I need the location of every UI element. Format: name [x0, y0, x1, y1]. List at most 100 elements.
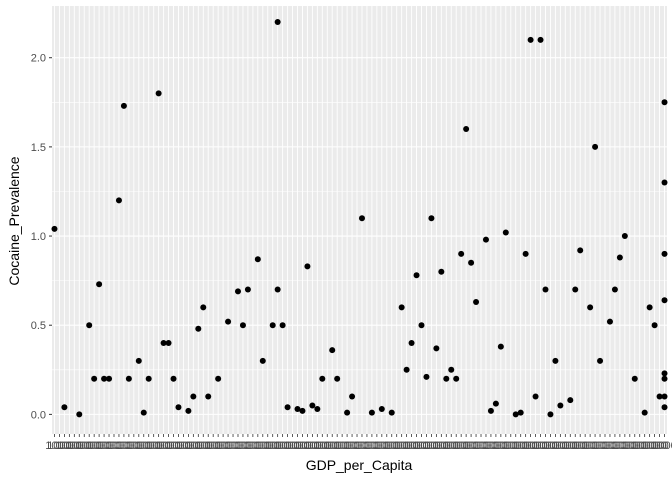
x-tick-label: 1000: [464, 440, 488, 452]
major-x-gridlines: [54, 6, 665, 434]
data-point: [125, 375, 132, 382]
x-tick-label: 100: [224, 440, 242, 452]
data-point: [463, 126, 470, 133]
x-tick-label: 100: [194, 440, 212, 452]
data-point: [106, 375, 113, 382]
data-point: [502, 229, 509, 236]
x-tick-label: 100: [85, 440, 103, 452]
x-tick-label: 1000: [623, 440, 647, 452]
data-point: [512, 411, 519, 418]
data-point: [433, 345, 440, 352]
data-point: [418, 322, 425, 329]
x-tick-label: 100: [234, 440, 252, 452]
x-tick-label: 1000: [47, 440, 71, 452]
data-point: [165, 340, 172, 347]
data-point: [473, 299, 480, 306]
data-point: [661, 179, 668, 186]
data-point: [319, 375, 326, 382]
x-tick-label: 1000: [117, 440, 141, 452]
x-tick-label: 1000: [513, 440, 537, 452]
x-tick-label: 100: [174, 440, 192, 452]
data-point: [304, 263, 311, 270]
data-point: [408, 340, 415, 347]
x-tick-label: 1000: [573, 440, 597, 452]
data-point: [190, 393, 197, 400]
x-tick-label: 1000: [256, 440, 280, 452]
x-tick-label: 1000: [216, 440, 240, 452]
x-tick-label: 1000: [523, 440, 547, 452]
data-point: [299, 407, 306, 414]
x-tick-label: 100: [591, 440, 609, 452]
data-point: [334, 375, 341, 382]
data-point: [611, 286, 618, 293]
x-tick-label: 100: [392, 440, 410, 452]
data-point: [145, 375, 152, 382]
data-point: [641, 409, 648, 416]
x-tick-label: 1000: [553, 440, 577, 452]
data-point: [567, 397, 574, 404]
data-point: [631, 375, 638, 382]
data-point: [155, 90, 162, 97]
data-point: [185, 407, 192, 414]
x-tick-label: 1000: [295, 440, 319, 452]
data-point: [606, 318, 613, 325]
data-point: [532, 393, 539, 400]
x-tick-label: 1000: [196, 440, 220, 452]
data-point: [259, 357, 266, 364]
x-tick-label: 100: [561, 440, 579, 452]
x-tick-label: 1000: [97, 440, 121, 452]
data-point: [592, 143, 599, 150]
x-tick-label: 1000: [444, 440, 468, 452]
data-point: [329, 347, 336, 354]
data-point: [577, 247, 584, 254]
x-tick-label: 1000: [236, 440, 260, 452]
data-point: [284, 404, 291, 411]
data-point: [487, 407, 494, 414]
data-point: [234, 288, 241, 295]
x-tick-label: 100: [541, 440, 559, 452]
x-tick-label: 100: [482, 440, 500, 452]
x-tick-label: 100: [383, 440, 401, 452]
x-tick-label: 100: [363, 440, 381, 452]
x-tick-label: 100: [95, 440, 113, 452]
x-tick-label: 100: [640, 440, 658, 452]
x-tick-label: 1000: [226, 440, 250, 452]
data-point: [557, 402, 564, 409]
x-tick-label: 100: [551, 440, 569, 452]
data-point: [403, 366, 410, 373]
x-tick-label: 100: [412, 440, 430, 452]
plot-panel: [52, 6, 667, 434]
data-point: [616, 254, 623, 261]
data-point: [621, 233, 628, 240]
data-point: [423, 373, 430, 380]
data-point: [497, 343, 504, 350]
data-point: [661, 297, 668, 304]
x-tick-label: 100: [333, 440, 351, 452]
data-point: [314, 406, 321, 413]
data-point: [205, 393, 212, 400]
data-points: [51, 19, 668, 418]
x-tick-label: 100: [293, 440, 311, 452]
data-point: [244, 286, 251, 293]
data-point: [661, 393, 668, 400]
x-tick-label: 100: [650, 440, 668, 452]
x-tick-label: 1000: [384, 440, 408, 452]
x-tick-label: 100: [75, 440, 93, 452]
x-tick-label: 100: [144, 440, 162, 452]
x-tick-label: 100: [204, 440, 222, 452]
x-tick-label: 1000: [652, 440, 672, 452]
x-tick-label: 1000: [166, 440, 190, 452]
x-tick-label: 100: [442, 440, 460, 452]
data-point: [542, 286, 549, 293]
x-tick-label: 100: [154, 440, 172, 452]
data-point: [86, 322, 93, 329]
x-axis-title: GDP_per_Capita: [306, 457, 413, 473]
x-tick-label: 100: [492, 440, 510, 452]
y-axis-ticks: 0.0 0.5 1.0 1.5 2.0: [31, 53, 52, 421]
x-tick-label: 1000: [335, 440, 359, 452]
y-tick-label: 0.0: [31, 409, 46, 421]
x-tick-label: 100: [422, 440, 440, 452]
x-tick-label: 100: [621, 440, 639, 452]
x-tick-label: 100: [313, 440, 331, 452]
data-point: [517, 409, 524, 416]
